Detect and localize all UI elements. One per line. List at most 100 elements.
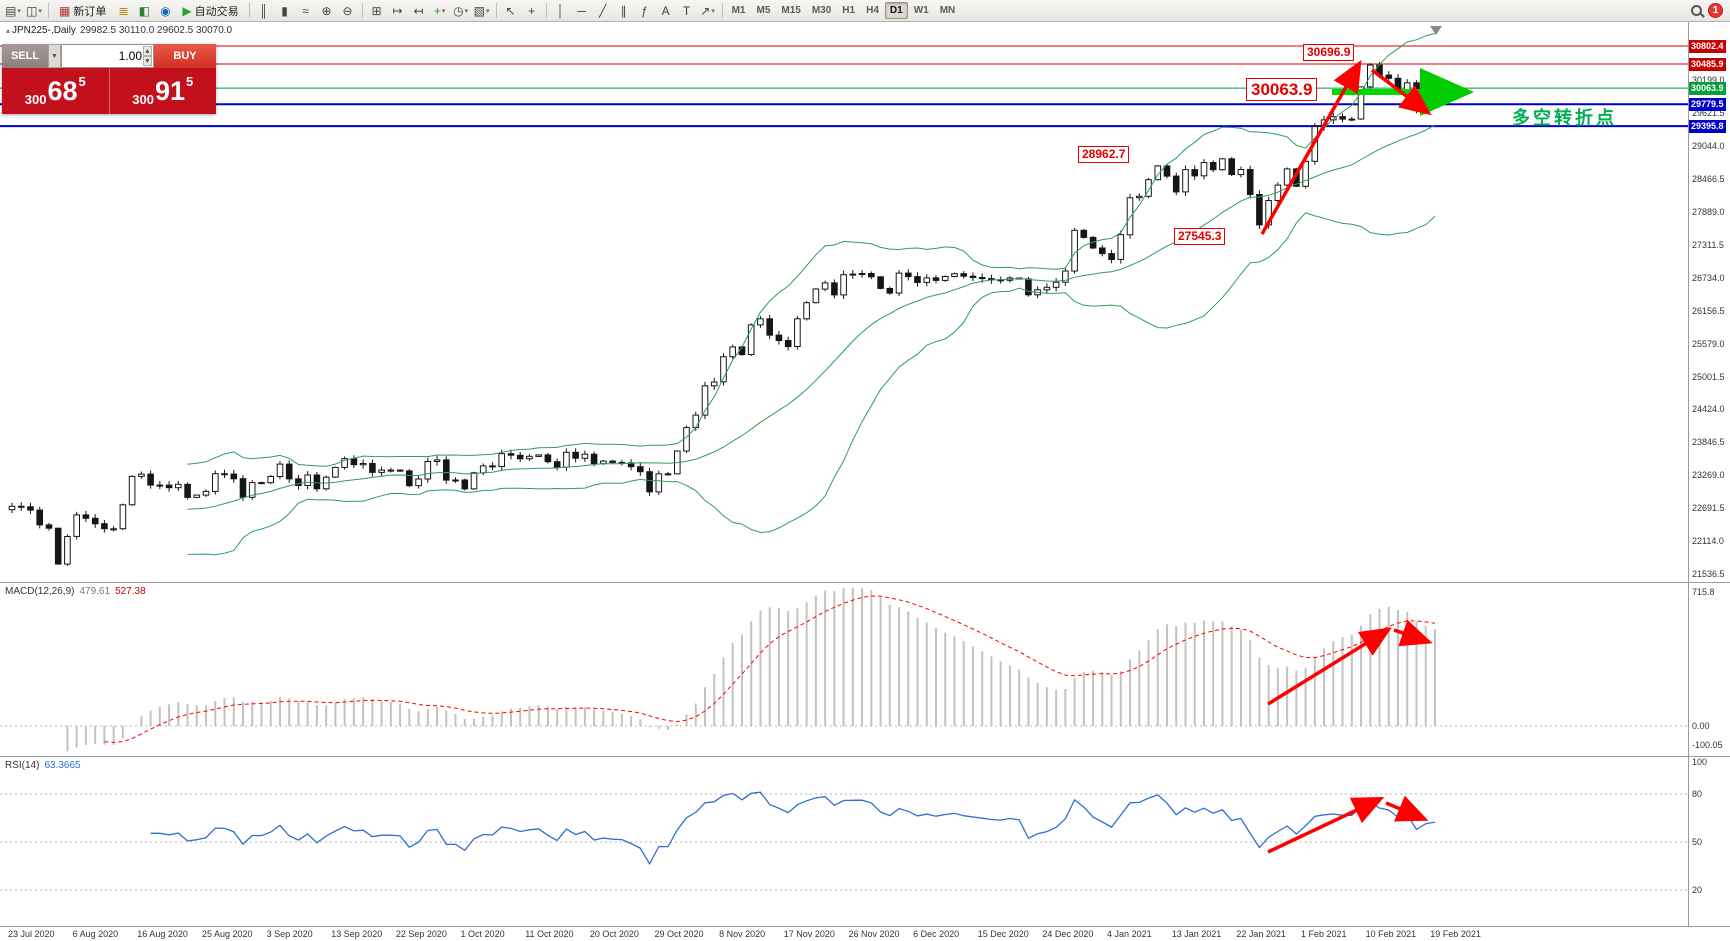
text-icon: A <box>661 3 670 18</box>
data-window-button[interactable]: ◧ <box>134 1 154 21</box>
macd-name: MACD(12,26,9) <box>5 586 75 597</box>
text-label-button[interactable]: T <box>677 1 697 21</box>
arrows-button[interactable]: ↗ ▾ <box>698 1 718 21</box>
rsi-line <box>150 791 1436 866</box>
profiles-icon: ◫ <box>26 3 38 18</box>
buy-button[interactable]: BUY <box>154 44 216 68</box>
indicators-button[interactable]: + ▾ <box>430 1 450 21</box>
new-order-button[interactable]: ▦ 新订单 <box>53 1 112 21</box>
equidistant-channel-icon: ∥ <box>620 3 627 18</box>
bollinger-bands <box>187 33 1436 556</box>
sell-button[interactable]: SELL <box>2 44 48 68</box>
vertical-line-icon: │ <box>556 3 565 18</box>
chart-title: ▴ JPN225-,Daily 29982.5 30110.0 29602.5 30… <box>6 25 232 36</box>
arrows-icon: ↗ <box>700 3 711 18</box>
rsi-value: 63.3665 <box>44 760 81 771</box>
timeframe-m15[interactable]: M15 <box>781 5 801 16</box>
auto-scroll-icon: ↦ <box>392 3 403 18</box>
text-label-icon: T <box>682 3 691 18</box>
volume-value: 1.00 <box>118 49 142 63</box>
candlestick-series <box>8 61 1439 566</box>
toolbar-separator <box>48 3 49 18</box>
timeframe-h4[interactable]: H4 <box>866 5 879 16</box>
arrows-caret-icon: ▾ <box>711 7 715 15</box>
profiles-button[interactable]: ◫ ▾ <box>24 1 44 21</box>
candlestick-chart-icon: ▮ <box>281 3 288 18</box>
price-annotation[interactable]: 27545.3 <box>1174 228 1226 245</box>
toolbar-right: 1 <box>1691 3 1727 18</box>
horizontal-levels[interactable] <box>0 45 1688 128</box>
zoom-out-icon: ⊖ <box>342 3 353 18</box>
timeframe-mn[interactable]: MN <box>939 5 956 16</box>
buy-price[interactable]: 300 91 5 <box>132 74 194 107</box>
timeframe-m5[interactable]: M5 <box>756 5 771 16</box>
trendline-button[interactable]: ╱ <box>593 1 613 21</box>
volume-steppers[interactable]: ▲ ▼ <box>143 46 152 66</box>
auto-trading-label: 自动交易 <box>194 5 239 18</box>
crosshair-button[interactable]: + <box>522 1 542 21</box>
sell-options-caret-icon[interactable]: ▼ <box>48 44 61 68</box>
auto-scroll-button[interactable]: ↦ <box>388 1 408 21</box>
new-order-label: 新订单 <box>73 5 107 18</box>
timeframe-m30[interactable]: M30 <box>811 5 832 16</box>
search-icon[interactable] <box>1691 5 1702 16</box>
bar-chart-icon: ║ <box>259 3 268 18</box>
macd-value-signal: 527.38 <box>115 586 146 597</box>
zoom-out-button[interactable]: ⊖ <box>338 1 358 21</box>
macd-value-main: 479.61 <box>79 586 111 597</box>
new-order-icon: ▦ <box>59 3 71 18</box>
chart-symbol: JPN225-,Daily <box>12 25 76 36</box>
rsi-name: RSI(14) <box>5 760 40 771</box>
horizontal-line-button[interactable]: ─ <box>572 1 592 21</box>
turning-point-note[interactable]: 多空转折点 <box>1512 108 1617 128</box>
toolbar-separator <box>495 3 497 18</box>
candlestick-chart-button[interactable]: ▮ <box>275 1 295 21</box>
sell-price[interactable]: 300 68 5 <box>2 68 110 114</box>
new-chart-icon: ▤ <box>5 3 17 18</box>
chart-shift-button[interactable]: ↤ <box>409 1 429 21</box>
trend-arrows[interactable] <box>1260 59 1433 854</box>
price-annotation[interactable]: 30063.9 <box>1246 78 1318 101</box>
timeframe-h1[interactable]: H1 <box>842 5 856 16</box>
auto-trading-icon: ▶ <box>182 3 192 18</box>
vertical-line-button[interactable]: │ <box>551 1 571 21</box>
tile-windows-button[interactable]: ⊞ <box>367 1 387 21</box>
one-click-trading-panel: SELL ▼ 1.00 ▲ ▼ BUY 300 68 5 300 91 5 <box>2 44 216 114</box>
tile-windows-icon: ⊞ <box>371 3 382 18</box>
horizontal-line-icon: ─ <box>577 3 586 18</box>
toolbar-separator <box>361 3 363 18</box>
bar-chart-button[interactable]: ║ <box>254 1 274 21</box>
navigator-icon: ◉ <box>160 3 171 18</box>
periods-button[interactable]: ◷ ▾ <box>451 1 471 21</box>
trendline-icon: ╱ <box>598 3 607 18</box>
market-watch-button[interactable]: ≣ <box>113 1 133 21</box>
equidistant-channel-button[interactable]: ∥ <box>614 1 634 21</box>
cursor-icon: ↖ <box>505 3 516 18</box>
price-annotation[interactable]: 30696.9 <box>1303 44 1355 61</box>
chart-shift-marker-icon[interactable] <box>1430 26 1442 35</box>
timeframe-m1[interactable]: M1 <box>731 5 746 16</box>
templates-caret-icon: ▾ <box>485 7 490 15</box>
volume-input[interactable]: 1.00 ▲ ▼ <box>61 44 154 68</box>
templates-icon: ▧ <box>473 3 485 18</box>
fibonacci-button[interactable]: ƒ <box>635 1 655 21</box>
crosshair-icon: + <box>528 3 536 18</box>
volume-up-icon: ▲ <box>143 46 152 56</box>
price-annotation[interactable]: 28962.7 <box>1078 146 1130 163</box>
line-chart-icon: ≈ <box>302 3 309 18</box>
new-chart-button[interactable]: ▤ ▾ <box>3 1 23 21</box>
zoom-in-icon: ⊕ <box>321 3 332 18</box>
templates-button[interactable]: ▧ ▾ <box>472 1 492 21</box>
text-button[interactable]: A <box>656 1 676 21</box>
chart-icon: ▴ <box>6 26 11 35</box>
line-chart-button[interactable]: ≈ <box>296 1 316 21</box>
zoom-in-button[interactable]: ⊕ <box>317 1 337 21</box>
timeframe-d1[interactable]: D1 <box>884 2 908 19</box>
toolbar: ▤ ▾ ◫ ▾ ▦ 新订单 ≣ ◧ ◉ ▶ 自动交易 ║ ▮ ≈ ⊕ ⊖ ⊞ ↦ ↤ + ▾ ◷ ▾ ▧ ▾ ↖ + │ ─ ╱ ∥ ƒ A T ↗… <box>0 0 1730 22</box>
cursor-button[interactable]: ↖ <box>501 1 521 21</box>
navigator-button[interactable]: ◉ <box>155 1 175 21</box>
volume-down-icon: ▼ <box>143 56 152 66</box>
notification-badge[interactable]: 1 <box>1708 3 1723 18</box>
auto-trading-button[interactable]: ▶ 自动交易 <box>176 1 244 21</box>
timeframe-w1[interactable]: W1 <box>913 5 929 16</box>
